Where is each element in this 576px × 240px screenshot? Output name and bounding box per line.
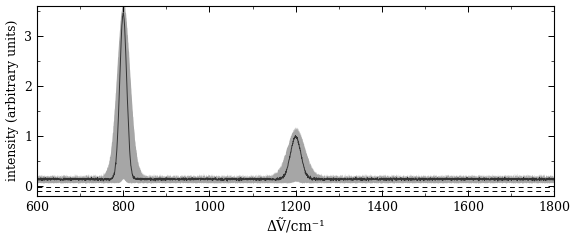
X-axis label: ΔṼ/cm⁻¹: ΔṼ/cm⁻¹	[266, 219, 325, 234]
Y-axis label: intensity (arbitrary units): intensity (arbitrary units)	[6, 20, 18, 181]
